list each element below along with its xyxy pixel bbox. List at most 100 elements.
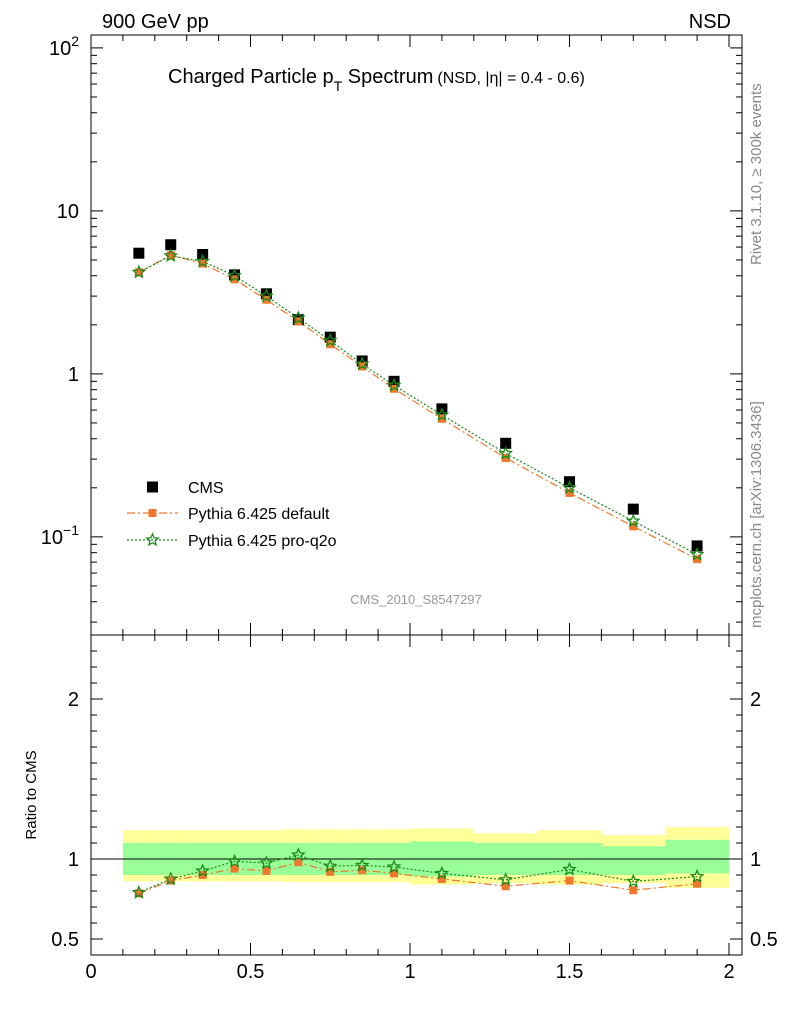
legend-marker-cms (147, 481, 158, 493)
ratio-panel: 0.5 0.5 1 1 2 2 0 0.5 1 1.5 2 (51, 634, 778, 983)
cms-point (388, 375, 400, 387)
ratio-default-point (134, 889, 143, 898)
legend-label-default: Pythia 6.425 default (188, 506, 330, 523)
ratio-proq2o-point (163, 871, 179, 886)
default-point (134, 268, 143, 277)
proq2o-point (498, 445, 514, 460)
default-point (693, 555, 702, 564)
default-point (262, 295, 271, 304)
title-main-2: Spectrum (342, 66, 433, 88)
proq2o-point (259, 288, 274, 303)
chart-title: Charged Particle pT Spectrum (NSD, |η| = … (168, 66, 585, 94)
default-point (326, 340, 335, 349)
proq2o-point (195, 253, 210, 268)
proq2o-point (163, 248, 179, 263)
cms-point (324, 331, 336, 343)
proq2o-point (625, 513, 641, 528)
ratio-panel-frame (90, 634, 743, 956)
uncertainty-band-inner (665, 839, 729, 874)
cms-point (356, 355, 368, 367)
series-line-default (138, 254, 698, 560)
main-y-tick-label: 102 (49, 33, 79, 60)
default-point (565, 488, 574, 497)
default-point (230, 275, 239, 284)
title-main: Charged Particle p (168, 66, 334, 88)
legend-marker-default (148, 509, 157, 517)
rivet-label: Rivet 3.1.10, ≥ 300k events (748, 83, 765, 265)
uncertainty-band-inner (601, 846, 666, 875)
ratio-default-point (294, 858, 303, 867)
proq2o-point (434, 407, 450, 422)
proq2o-point (386, 377, 402, 392)
cms-point (500, 437, 512, 449)
cms-point (133, 247, 145, 259)
analysis-watermark: CMS_2010_S8547297 (350, 592, 482, 607)
ratio-default-point (565, 876, 574, 885)
ratio-default-point (358, 866, 367, 875)
ratio-default-point (437, 875, 446, 883)
header-left: 900 GeV pp (102, 11, 209, 33)
cms-point (260, 288, 272, 300)
ratio-proq2o-point (434, 865, 450, 880)
main-y-tick-label: 1 (68, 364, 79, 386)
ratio-proq2o-point (354, 857, 370, 872)
default-point (501, 453, 510, 462)
ratio-default-point (693, 879, 702, 888)
ratio-proq2o-point (131, 884, 147, 899)
main-y-tick-label: 10 (57, 201, 79, 223)
ratio-default-point (501, 882, 510, 891)
ratio-y-tick-label-right: 2 (750, 689, 761, 711)
ratio-default-point (230, 864, 239, 873)
ratio-ylabel: Ratio to CMS (23, 750, 40, 839)
proq2o-point (291, 310, 306, 325)
x-tick-label: 2 (723, 961, 734, 983)
proq2o-point (131, 264, 147, 279)
ratio-proq2o-point (195, 863, 210, 878)
series-line-proq2o (138, 255, 698, 555)
cms-point (229, 269, 241, 281)
ratio-y-tick-label-right: 0.5 (750, 929, 778, 951)
ratio-y-tick-label-right: 1 (750, 849, 761, 871)
legend-label-cms: CMS (188, 480, 224, 497)
default-point (629, 522, 638, 531)
cms-point (165, 239, 177, 251)
main-panel: 10−1 1 10 102 CMS Pythia 6.425 default Pythia… (41, 33, 743, 636)
default-point (437, 414, 446, 423)
ratio-proq2o-point (259, 855, 274, 870)
ratio-y-tick-label-left: 1 (68, 849, 79, 871)
cms-point (691, 540, 703, 552)
ratio-line-default (138, 861, 698, 894)
proq2o-point (322, 332, 338, 347)
ratio-default-point (326, 867, 335, 876)
proq2o-point (562, 480, 577, 495)
proq2o-point (227, 268, 242, 282)
ratio-proq2o-point (689, 868, 705, 883)
ratio-proq2o-point (322, 858, 338, 873)
ratio-y-tick-label-left: 0.5 (51, 929, 79, 951)
ratio-proq2o-point (625, 873, 641, 888)
legend: CMS Pythia 6.425 default Pythia 6.425 pro-… (127, 480, 337, 550)
legend-label-proq2o: Pythia 6.425 pro-q2o (188, 533, 337, 550)
x-tick-label: 0.5 (237, 961, 265, 983)
default-point (166, 251, 175, 260)
ratio-proq2o-point (386, 859, 402, 874)
x-tick-label: 0 (85, 961, 96, 983)
ratio-default-point (629, 886, 638, 895)
ratio-proq2o-point (562, 861, 577, 876)
header-right: NSD (689, 11, 731, 33)
ratio-default-point (262, 867, 271, 875)
legend-marker-proq2o (145, 532, 160, 547)
proq2o-point (689, 546, 705, 561)
ratio-y-tick-label-left: 2 (68, 689, 79, 711)
cms-point (627, 503, 639, 515)
x-tick-label: 1 (404, 961, 415, 983)
ratio-default-point (166, 876, 175, 885)
title-small: (NSD, |η| = 0.4 - 0.6) (437, 70, 584, 87)
ratio-proq2o-point (498, 872, 514, 887)
ratio-proq2o-point (291, 847, 306, 862)
proq2o-point (354, 356, 370, 371)
mcplots-label: mcplots.cern.ch [arXiv:1306.3436] (748, 401, 765, 628)
x-tick-label: 1.5 (556, 961, 584, 983)
ratio-default-point (390, 869, 399, 878)
